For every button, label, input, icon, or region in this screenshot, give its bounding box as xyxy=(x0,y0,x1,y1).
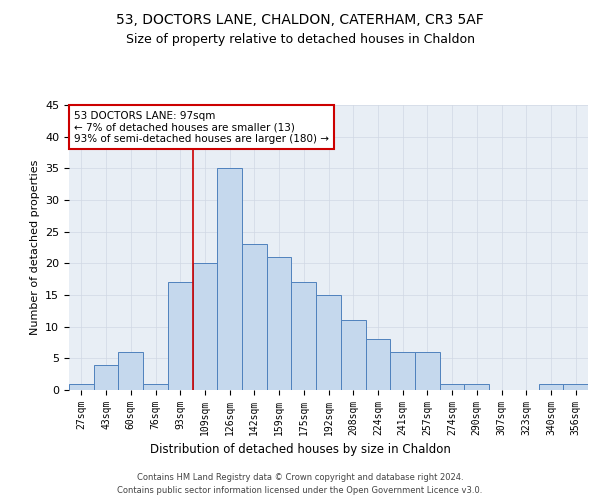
Bar xyxy=(365,340,390,390)
Bar xyxy=(217,168,242,390)
Text: Distribution of detached houses by size in Chaldon: Distribution of detached houses by size … xyxy=(149,442,451,456)
Bar xyxy=(118,352,143,390)
Text: Size of property relative to detached houses in Chaldon: Size of property relative to detached ho… xyxy=(125,32,475,46)
Bar xyxy=(539,384,563,390)
Text: 53, DOCTORS LANE, CHALDON, CATERHAM, CR3 5AF: 53, DOCTORS LANE, CHALDON, CATERHAM, CR3… xyxy=(116,12,484,26)
Bar xyxy=(193,264,217,390)
Text: 53 DOCTORS LANE: 97sqm
← 7% of detached houses are smaller (13)
93% of semi-deta: 53 DOCTORS LANE: 97sqm ← 7% of detached … xyxy=(74,110,329,144)
Bar xyxy=(94,364,118,390)
Bar xyxy=(341,320,365,390)
Bar xyxy=(143,384,168,390)
Y-axis label: Number of detached properties: Number of detached properties xyxy=(29,160,40,335)
Bar xyxy=(415,352,440,390)
Bar xyxy=(390,352,415,390)
Bar xyxy=(464,384,489,390)
Bar xyxy=(267,257,292,390)
Bar xyxy=(292,282,316,390)
Text: Contains HM Land Registry data © Crown copyright and database right 2024.: Contains HM Land Registry data © Crown c… xyxy=(137,472,463,482)
Bar xyxy=(242,244,267,390)
Bar xyxy=(440,384,464,390)
Text: Contains public sector information licensed under the Open Government Licence v3: Contains public sector information licen… xyxy=(118,486,482,495)
Bar xyxy=(316,295,341,390)
Bar xyxy=(563,384,588,390)
Bar xyxy=(69,384,94,390)
Bar xyxy=(168,282,193,390)
